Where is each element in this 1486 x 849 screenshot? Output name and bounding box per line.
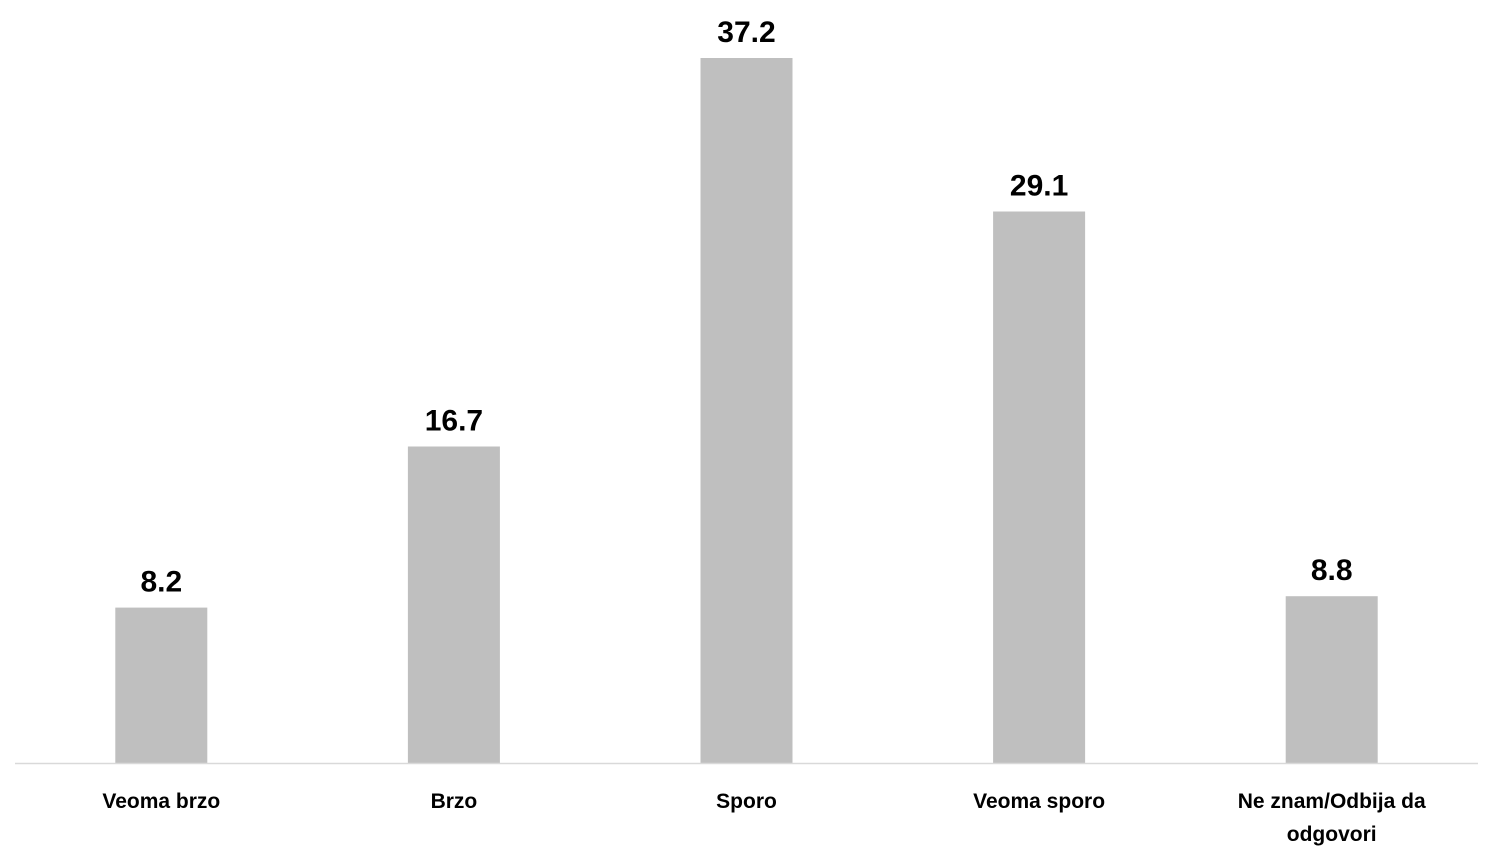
value-label-4: 29.1	[1010, 170, 1068, 203]
bars-group	[115, 58, 1378, 763]
category-label-line: Veoma brzo	[102, 790, 220, 813]
category-label-line: Sporo	[716, 790, 777, 813]
bar-3	[700, 58, 793, 763]
category-label-5: Ne znam/Odbija da odgovori	[1238, 790, 1426, 846]
bar-4	[993, 211, 1086, 763]
category-labels-group: Veoma brzo Brzo Sporo Veoma sporo Ne znam/Od…	[102, 790, 1426, 846]
category-label-line: Ne znam/Odbija da	[1238, 790, 1426, 813]
bar-5	[1285, 596, 1378, 763]
category-label-2: Brzo	[431, 790, 478, 813]
value-label-3: 37.2	[717, 16, 775, 49]
category-label-line: Brzo	[431, 790, 478, 813]
category-label-line: odgovori	[1287, 823, 1377, 846]
bar-1	[115, 607, 208, 763]
category-label-4: Veoma sporo	[973, 790, 1105, 813]
category-label-1: Veoma brzo	[102, 790, 220, 813]
bar-2	[407, 446, 500, 763]
value-label-2: 16.7	[425, 405, 483, 438]
category-label-line: Veoma sporo	[973, 790, 1105, 813]
value-labels-group: 8.2 16.7 37.2 29.1 8.8	[140, 16, 1352, 599]
value-label-1: 8.2	[140, 566, 182, 599]
value-label-5: 8.8	[1311, 554, 1353, 587]
category-label-3: Sporo	[716, 790, 777, 813]
